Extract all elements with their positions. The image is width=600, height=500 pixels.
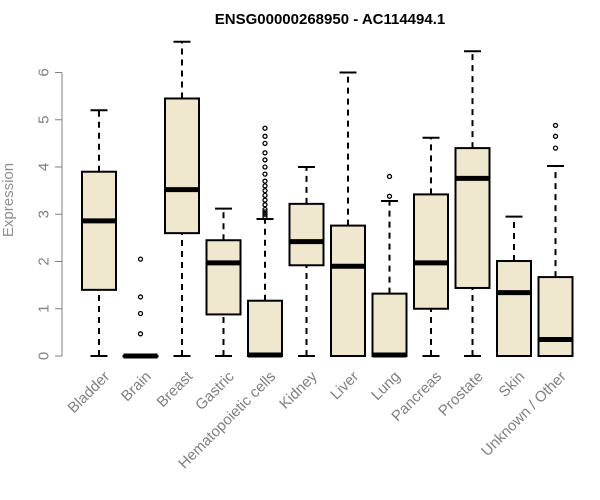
box: [288, 202, 325, 267]
y-tick-label: 4: [36, 163, 53, 171]
outlier-point: [137, 310, 144, 317]
x-tick-label: Kidney: [276, 368, 321, 413]
outlier-point: [262, 178, 268, 184]
outlier-point: [262, 125, 268, 131]
y-tick-label: 2: [36, 257, 53, 265]
outlier-point: [262, 211, 268, 217]
y-axis: 0 1 2 3 4 5 6: [36, 68, 63, 360]
box: [205, 239, 242, 316]
outlier-point: [137, 294, 144, 300]
box-bladder: [81, 109, 117, 357]
outlier-point: [262, 164, 268, 170]
box: [537, 276, 574, 357]
box: [81, 170, 117, 291]
outlier-point: [262, 157, 268, 163]
box-liver: [330, 71, 366, 357]
box-gastric: [205, 207, 242, 357]
outlier-point: [262, 192, 268, 199]
x-tick-label: Prostate: [435, 368, 487, 420]
outlier-point: [262, 213, 268, 220]
outlier-point: [262, 187, 268, 194]
outlier-point: [552, 133, 559, 139]
outlier-point: [262, 202, 268, 208]
box-breast: [164, 40, 200, 357]
outlier-point: [262, 183, 268, 189]
box: [164, 97, 200, 235]
outlier-point: [262, 171, 268, 177]
outlier-point: [137, 331, 144, 337]
outlier-point: [262, 206, 268, 213]
box-series: [81, 40, 574, 359]
chart-title: ENSG00000268950 - AC114494.1: [215, 11, 445, 28]
box-prostate: [454, 50, 491, 357]
outlier-point: [262, 133, 268, 139]
x-tick-label: Liver: [327, 368, 362, 403]
outlier-point: [137, 256, 144, 262]
outlier-point: [262, 150, 268, 156]
y-tick-label: 5: [36, 116, 53, 124]
box: [330, 224, 366, 357]
box: [496, 260, 532, 357]
x-tick-label: Bladder: [65, 368, 114, 417]
y-tick-label: 3: [36, 210, 53, 218]
box-kidney: [288, 166, 325, 357]
box: [371, 292, 408, 358]
x-tick-label: Breast: [154, 368, 197, 411]
box-unknown-other: [537, 122, 574, 357]
box-pancreas: [413, 136, 449, 357]
outlier-point: [552, 145, 559, 151]
x-tick-label: Brain: [118, 368, 155, 405]
x-tick-label: Lung: [368, 368, 404, 404]
box: [454, 147, 491, 289]
y-tick-label: 1: [36, 305, 53, 313]
y-tick-label: 6: [36, 68, 53, 76]
box-brain: [122, 256, 159, 359]
box-hematopoietic-cells: [247, 125, 283, 358]
outlier-point: [386, 173, 393, 180]
outlier-point: [552, 122, 559, 129]
y-axis-label: Expression: [0, 163, 17, 237]
outlier-point: [386, 193, 393, 199]
box-lung: [371, 173, 408, 358]
box-skin: [496, 215, 532, 357]
x-tick-label: Skin: [496, 368, 529, 401]
y-tick-label: 0: [36, 352, 53, 360]
outlier-point: [262, 197, 268, 203]
outlier-point: [262, 209, 268, 215]
outlier-point: [262, 140, 268, 147]
box: [413, 193, 449, 310]
box: [247, 299, 283, 357]
